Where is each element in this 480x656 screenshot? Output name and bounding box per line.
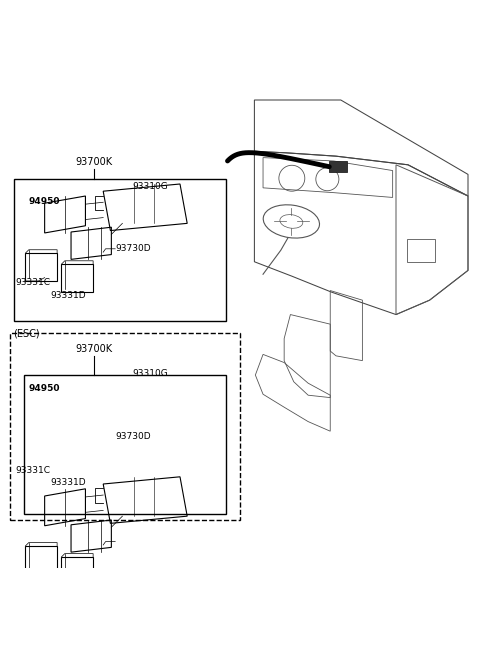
Bar bbox=[61, 264, 93, 292]
Text: 93331C: 93331C bbox=[15, 466, 50, 475]
Text: 94950: 94950 bbox=[29, 384, 60, 394]
Text: 93700K: 93700K bbox=[75, 344, 112, 354]
Bar bbox=[10, 333, 240, 520]
Bar bbox=[14, 179, 226, 321]
Text: 93331D: 93331D bbox=[50, 478, 86, 487]
Bar bbox=[329, 161, 347, 172]
Text: 93730D: 93730D bbox=[115, 244, 151, 253]
Bar bbox=[25, 546, 57, 574]
Text: 93331D: 93331D bbox=[50, 291, 86, 300]
Bar bbox=[407, 239, 435, 262]
Bar bbox=[24, 375, 226, 514]
Bar bbox=[25, 253, 57, 281]
Text: 93331C: 93331C bbox=[15, 277, 50, 287]
Text: 93700K: 93700K bbox=[75, 157, 112, 167]
Bar bbox=[61, 557, 93, 584]
Text: (ESC): (ESC) bbox=[13, 329, 40, 338]
Text: 93310G: 93310G bbox=[132, 182, 168, 191]
Text: 94950: 94950 bbox=[29, 197, 60, 206]
Text: 93310G: 93310G bbox=[132, 369, 168, 378]
Text: 93730D: 93730D bbox=[115, 432, 151, 441]
